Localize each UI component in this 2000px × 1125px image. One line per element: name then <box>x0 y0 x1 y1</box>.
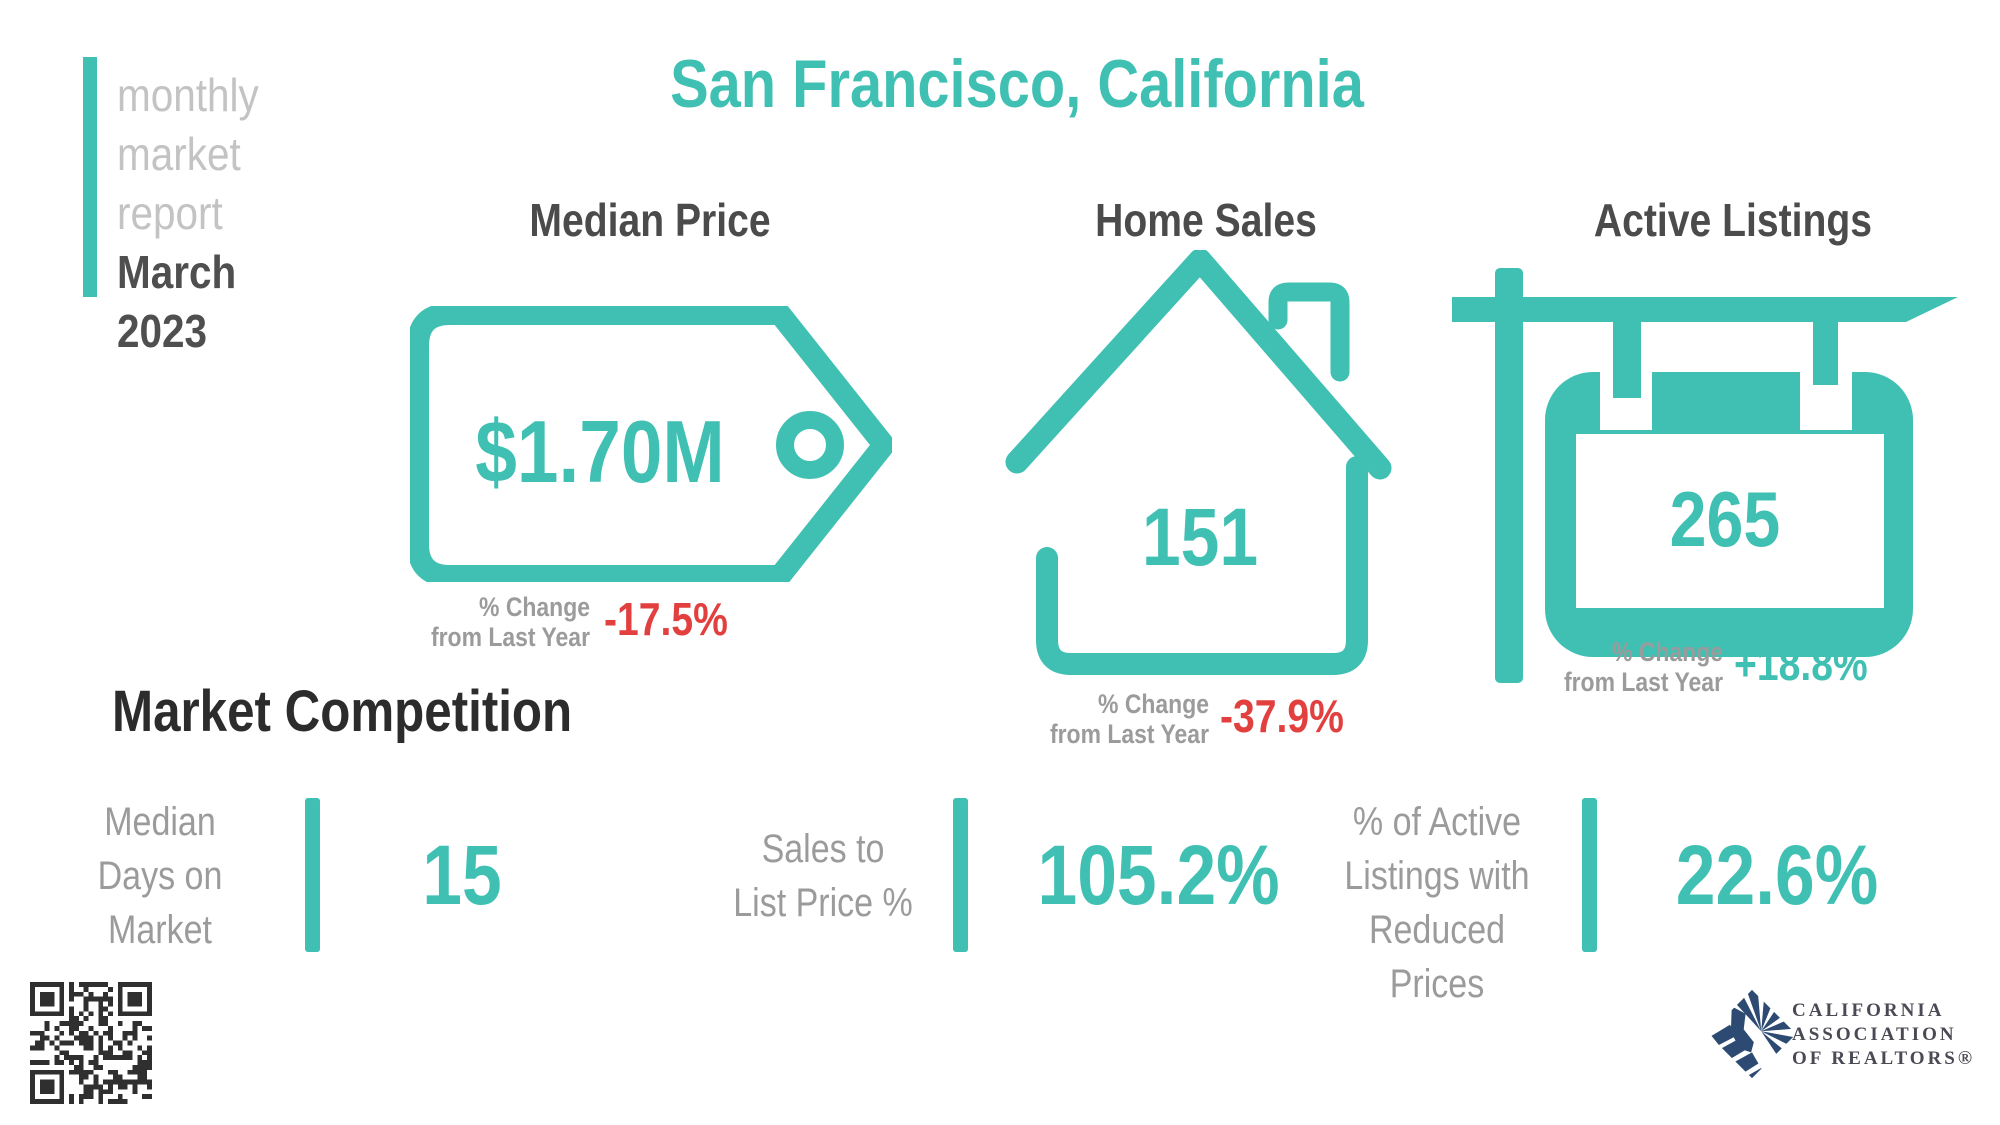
change-label-line: % Change <box>1612 637 1723 667</box>
metric-divider <box>1582 798 1597 952</box>
change-label-line: from Last Year <box>430 622 590 652</box>
reduced-prices-label: % of Active Listings with Reduced Prices <box>1331 795 1544 1011</box>
car-logo-text-line: OF REALTORS® <box>1792 1048 1976 1069</box>
metric-label-line: Sales to <box>761 827 885 871</box>
median-price-change-label: % Change from Last Year <box>420 592 590 652</box>
car-logo-diamond-icon <box>1707 989 1797 1079</box>
change-label-line: % Change <box>1098 689 1209 719</box>
car-logo-text: CALIFORNIA ASSOCIATION OF REALTORS® <box>1792 999 1975 1071</box>
metric-label-line: Listings with <box>1344 854 1530 898</box>
median-price-title: Median Price <box>529 194 771 246</box>
median-price-change-value: -17.5% <box>604 593 728 645</box>
active-listings-change-value: +18.8% <box>1734 638 1868 690</box>
car-logo: CALIFORNIA ASSOCIATION OF REALTORS® <box>1706 986 1976 1096</box>
metric-label-line: Market <box>108 908 212 952</box>
price-tag-icon <box>410 306 892 582</box>
market-competition-heading: Market Competition <box>112 679 573 744</box>
metric-label-line: Reduced Prices <box>1368 908 1506 1006</box>
sale-sign-icon <box>1452 268 1958 683</box>
home-sales-change-label: % Change from Last Year <box>1039 689 1209 749</box>
report-month: March <box>117 246 237 298</box>
report-badge-line: monthly <box>117 69 259 121</box>
median-price-value: $1.70M <box>475 402 725 501</box>
report-accent-bar <box>83 57 97 297</box>
reduced-prices-value: 22.6% <box>1675 828 1879 922</box>
metric-label-line: List Price % <box>733 881 913 925</box>
sales-to-list-value: 105.2% <box>1037 828 1280 922</box>
home-sales-change-value: -37.9% <box>1220 690 1344 742</box>
page-title: San Francisco, California <box>670 46 1364 122</box>
report-badge: monthly market report March 2023 <box>117 66 259 361</box>
active-listings-title: Active Listings <box>1593 194 1873 246</box>
report-badge-line: report <box>117 187 223 239</box>
sales-to-list-label: Sales to List Price % <box>717 822 930 930</box>
active-listings-value: 265 <box>1669 475 1781 563</box>
median-days-label: Median Days on Market <box>75 795 245 957</box>
report-badge-line: market <box>117 128 241 180</box>
report-year: 2023 <box>117 305 208 357</box>
metric-label-line: Days on <box>97 854 223 898</box>
change-label-line: from Last Year <box>1049 719 1209 749</box>
metric-label-line: Median <box>104 800 216 844</box>
house-icon <box>1005 250 1392 675</box>
car-logo-text-line: CALIFORNIA <box>1792 1000 1945 1021</box>
metric-divider <box>953 798 968 952</box>
median-days-value: 15 <box>422 828 502 922</box>
home-sales-title: Home Sales <box>1095 194 1317 246</box>
change-label-line: % Change <box>479 592 590 622</box>
metric-label-line: % of Active <box>1352 800 1522 844</box>
car-logo-text-line: ASSOCIATION <box>1792 1024 1957 1045</box>
change-label-line: from Last Year <box>1563 667 1723 697</box>
qr-code-icon <box>30 982 152 1104</box>
metric-divider <box>305 798 320 952</box>
home-sales-value: 151 <box>1141 492 1259 583</box>
active-listings-change-label: % Change from Last Year <box>1553 637 1723 697</box>
